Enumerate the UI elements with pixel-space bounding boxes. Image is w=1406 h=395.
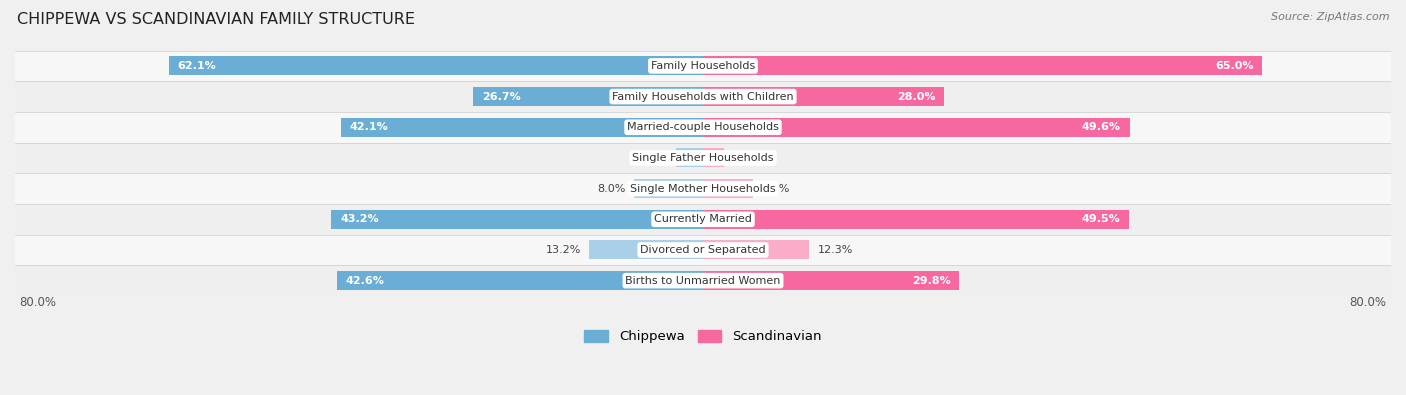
Text: 65.0%: 65.0%: [1215, 61, 1253, 71]
Text: 8.0%: 8.0%: [598, 184, 626, 194]
Text: Single Mother Households: Single Mother Households: [630, 184, 776, 194]
Bar: [15, 235, 1391, 265]
Bar: [703, 241, 808, 260]
Text: Births to Unmarried Women: Births to Unmarried Women: [626, 276, 780, 286]
Text: Source: ZipAtlas.com: Source: ZipAtlas.com: [1271, 12, 1389, 22]
Bar: [15, 81, 1391, 112]
Bar: [703, 179, 752, 198]
Text: CHIPPEWA VS SCANDINAVIAN FAMILY STRUCTURE: CHIPPEWA VS SCANDINAVIAN FAMILY STRUCTUR…: [17, 12, 415, 27]
Bar: [15, 112, 1391, 143]
Text: 42.6%: 42.6%: [346, 276, 384, 286]
Text: 49.5%: 49.5%: [1081, 214, 1121, 224]
Text: Divorced or Separated: Divorced or Separated: [640, 245, 766, 255]
Text: 49.6%: 49.6%: [1083, 122, 1121, 132]
Bar: [703, 56, 1263, 75]
Bar: [703, 210, 1129, 229]
Bar: [15, 204, 1391, 235]
Text: Currently Married: Currently Married: [654, 214, 752, 224]
Text: 28.0%: 28.0%: [897, 92, 935, 102]
Text: Single Father Households: Single Father Households: [633, 153, 773, 163]
Text: 26.7%: 26.7%: [482, 92, 520, 102]
Bar: [703, 118, 1129, 137]
Bar: [340, 118, 703, 137]
Bar: [336, 271, 703, 290]
Text: 62.1%: 62.1%: [177, 61, 217, 71]
Text: 29.8%: 29.8%: [912, 276, 950, 286]
Bar: [15, 51, 1391, 81]
Bar: [15, 265, 1391, 296]
Bar: [703, 87, 943, 106]
Bar: [15, 143, 1391, 173]
Legend: Chippewa, Scandinavian: Chippewa, Scandinavian: [585, 330, 821, 343]
Bar: [589, 241, 703, 260]
Text: 3.1%: 3.1%: [640, 153, 668, 163]
Text: 2.4%: 2.4%: [733, 153, 761, 163]
Bar: [703, 149, 724, 167]
Text: Family Households: Family Households: [651, 61, 755, 71]
Bar: [474, 87, 703, 106]
Bar: [676, 149, 703, 167]
Text: 42.1%: 42.1%: [350, 122, 388, 132]
Text: 43.2%: 43.2%: [340, 214, 378, 224]
Bar: [703, 271, 959, 290]
Bar: [634, 179, 703, 198]
Text: Family Households with Children: Family Households with Children: [612, 92, 794, 102]
Text: 12.3%: 12.3%: [817, 245, 853, 255]
Text: 80.0%: 80.0%: [20, 296, 56, 309]
Bar: [15, 173, 1391, 204]
Text: 13.2%: 13.2%: [546, 245, 581, 255]
Text: 80.0%: 80.0%: [1350, 296, 1386, 309]
Bar: [332, 210, 703, 229]
Text: 5.8%: 5.8%: [762, 184, 790, 194]
Bar: [169, 56, 703, 75]
Text: Married-couple Households: Married-couple Households: [627, 122, 779, 132]
